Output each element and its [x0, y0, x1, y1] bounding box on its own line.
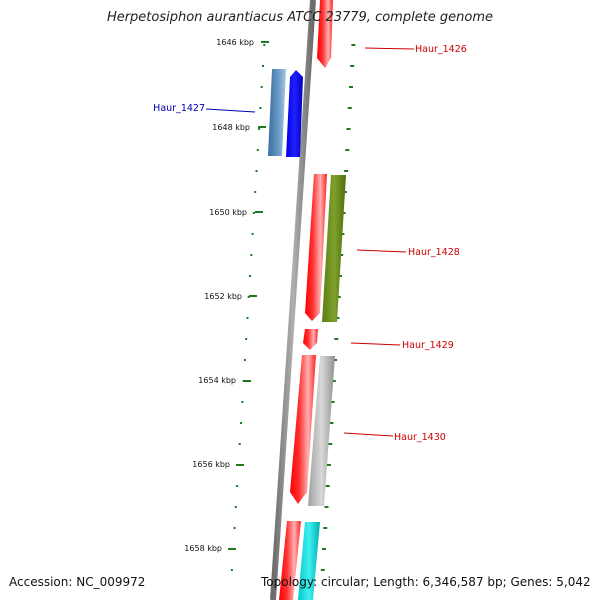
- gene-next-red[interactable]: [279, 521, 301, 600]
- gene-haur-1428-feature[interactable]: [322, 175, 346, 322]
- kbp-ticks: 1646 kbp 1648 kbp 1650 kbp 1652 kbp 1654…: [184, 38, 269, 553]
- ruler-dot: [340, 233, 345, 235]
- ruler-dot: [334, 338, 339, 340]
- ruler-dot: [238, 443, 241, 445]
- ruler-dot: [346, 128, 351, 130]
- map-title: Herpetosiphon aurantiacus ATCC 23779, co…: [106, 10, 494, 25]
- gene-next-cyan[interactable]: [298, 522, 320, 600]
- genome-backbone: [270, 0, 316, 600]
- leader-line-haur-1426: [364, 47, 415, 50]
- gene-label-haur-1427[interactable]: Haur_1427: [153, 103, 205, 114]
- gene-haur-1430-feature[interactable]: [308, 356, 335, 506]
- ruler-dot: [347, 107, 352, 109]
- ruler-dot: [249, 275, 251, 277]
- ruler-dot: [236, 485, 239, 487]
- gene-label-haur-1426[interactable]: Haur_1426: [415, 44, 467, 55]
- ruler-dot: [350, 65, 355, 67]
- ruler-dot: [263, 44, 266, 46]
- ruler-dot: [255, 170, 258, 172]
- kbp-tick-label: 1656 kbp: [192, 460, 230, 469]
- ruler-dot: [336, 296, 341, 298]
- ruler-dot: [233, 527, 236, 529]
- ruler-dot: [331, 380, 336, 382]
- gene-features: [268, 0, 346, 600]
- ruler-dot: [333, 359, 338, 361]
- ruler-dot: [241, 401, 244, 403]
- gene-label-haur-1429[interactable]: Haur_1429: [402, 340, 454, 351]
- ruler-dot: [345, 149, 350, 151]
- ruler-dot: [252, 212, 255, 214]
- ruler-dot: [256, 149, 259, 151]
- leader-line-haur-1430: [343, 432, 394, 437]
- ruler-dot: [247, 296, 250, 298]
- gene-haur-1426[interactable]: [317, 0, 333, 68]
- leader-line-haur-1429: [350, 342, 401, 346]
- kbp-tick-label: 1646 kbp: [216, 38, 254, 47]
- gene-labels: Haur_1426 Haur_1427 Haur_1428 Haur_1429 …: [153, 44, 467, 443]
- gene-haur-1427-feature[interactable]: [268, 69, 286, 156]
- leader-line-haur-1428: [356, 249, 407, 253]
- ruler-dot: [262, 65, 264, 67]
- kbp-tick-label: 1650 kbp: [209, 208, 247, 217]
- gene-label-leaders: [205, 47, 415, 437]
- ruler-dot: [335, 317, 340, 319]
- gene-haur-1428[interactable]: [305, 174, 327, 321]
- ruler-dot: [251, 233, 254, 235]
- ruler-dot: [260, 86, 263, 88]
- genome-summary: Topology: circular; Length: 6,346,587 bp…: [261, 575, 591, 589]
- gene-label-haur-1428[interactable]: Haur_1428: [408, 247, 460, 258]
- ruler-dot: [254, 191, 257, 193]
- ruler-dot: [240, 422, 242, 424]
- kbp-tick-label: 1652 kbp: [204, 292, 242, 301]
- ruler-dot: [258, 128, 261, 130]
- ruler-dot: [324, 506, 329, 508]
- accession-label: Accession: NC_009972: [9, 575, 146, 589]
- ruler-dot: [328, 443, 333, 445]
- ruler-dot: [323, 527, 328, 529]
- gene-haur-1429[interactable]: [303, 329, 318, 350]
- gene-haur-1430[interactable]: [290, 355, 316, 504]
- ruler-dot: [338, 275, 342, 277]
- ruler-dot: [322, 548, 326, 550]
- ruler-dot: [349, 86, 353, 88]
- kbp-tick-label: 1648 kbp: [212, 123, 250, 132]
- ruler-dot: [339, 254, 344, 256]
- leader-line-haur-1427: [205, 108, 256, 113]
- ruler-dot: [246, 317, 249, 319]
- gene-haur-1427[interactable]: [286, 70, 303, 157]
- ruler-dot: [326, 464, 331, 466]
- ruler-dot: [344, 170, 349, 172]
- ruler-dot: [230, 569, 233, 571]
- ruler-dot: [234, 506, 237, 508]
- ruler-dot: [320, 569, 325, 571]
- gene-label-haur-1430[interactable]: Haur_1430: [394, 432, 446, 443]
- ruler-dot: [329, 422, 334, 424]
- ruler-dot: [259, 107, 262, 109]
- ruler-dot: [245, 338, 248, 340]
- ruler-dot: [325, 485, 330, 487]
- kbp-tick-label: 1658 kbp: [184, 544, 222, 553]
- kbp-tick-label: 1654 kbp: [198, 376, 236, 385]
- ruler-dot: [330, 401, 335, 403]
- ruler-dot: [250, 254, 253, 256]
- ruler-dot: [243, 359, 246, 361]
- ruler-dot: [351, 44, 356, 46]
